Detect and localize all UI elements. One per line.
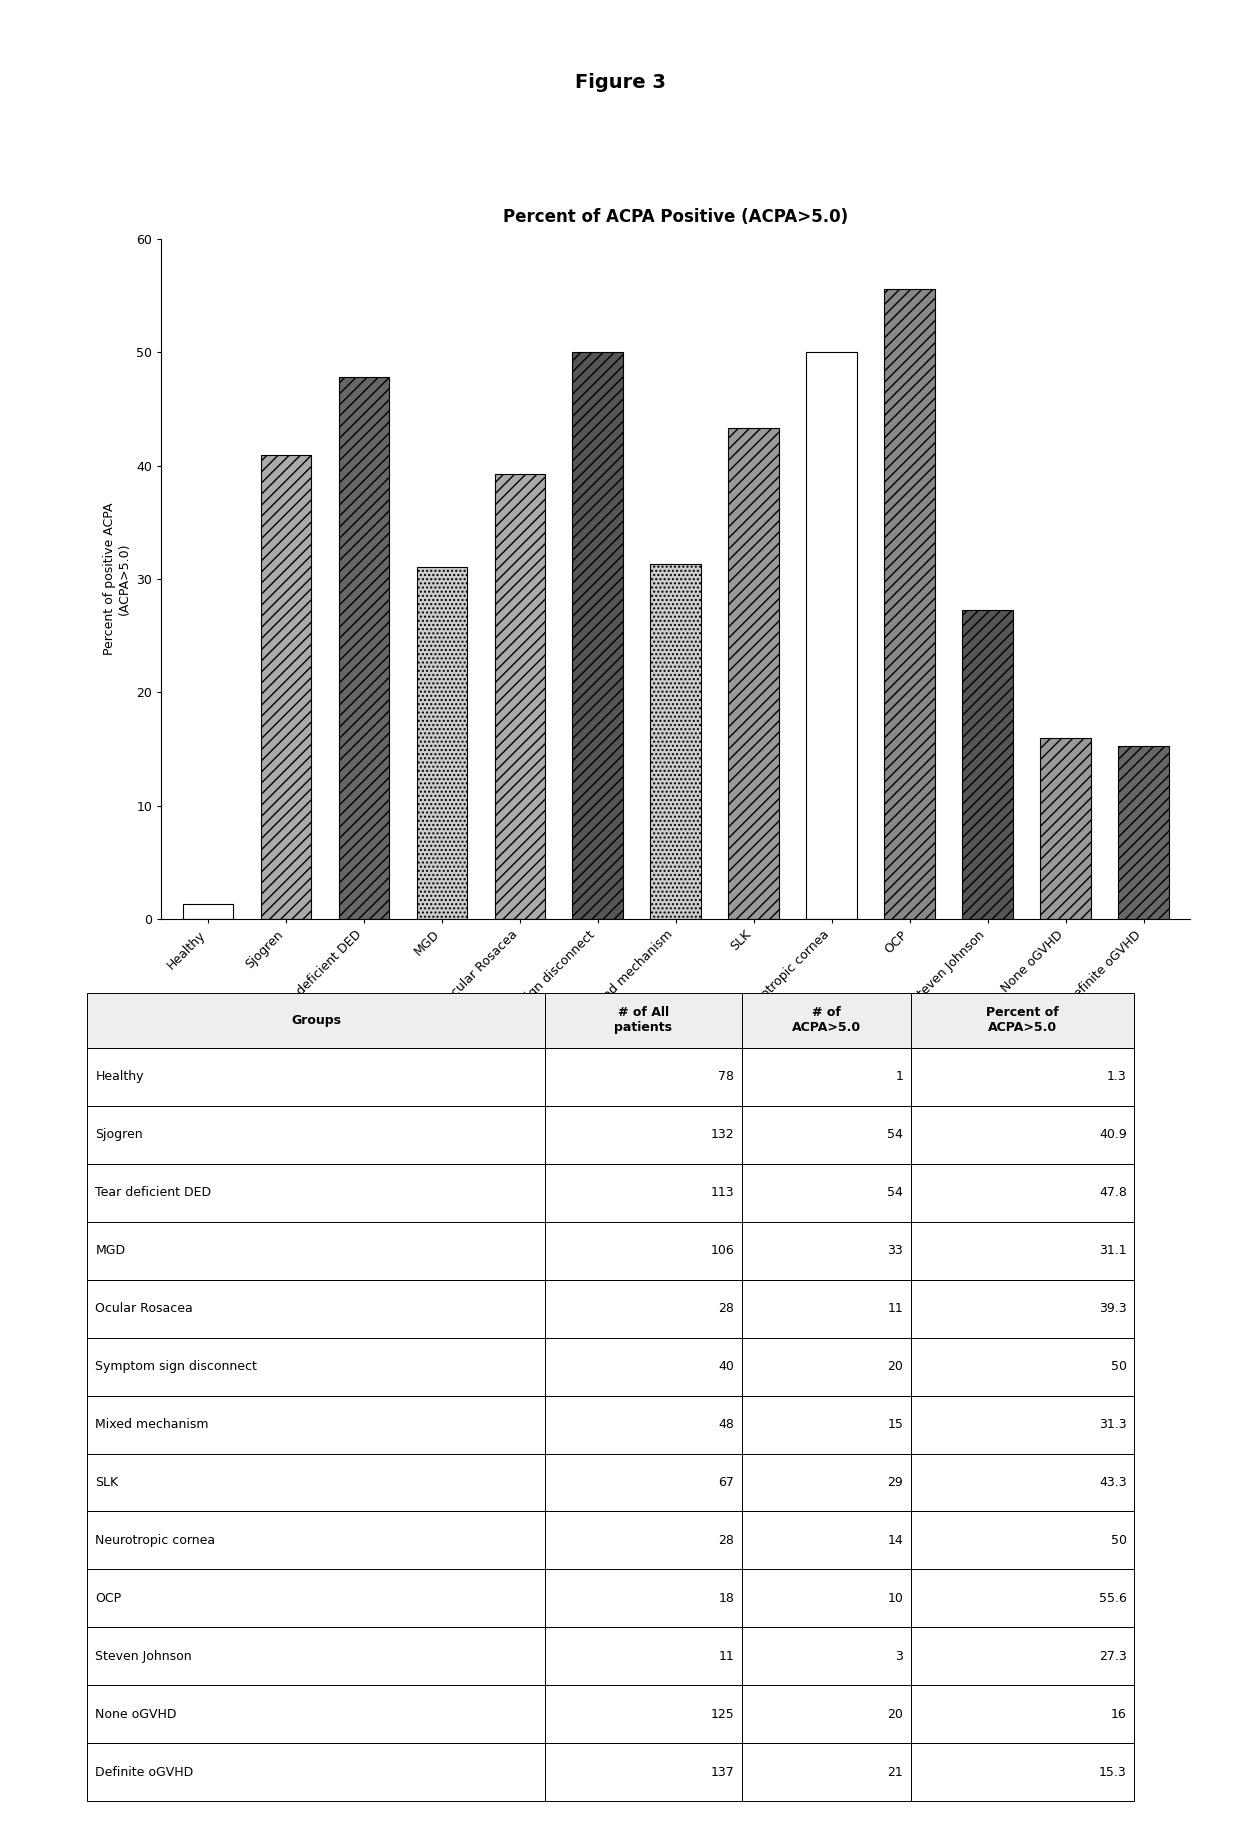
Bar xyxy=(1118,746,1169,919)
Text: Definite oGVHD: Definite oGVHD xyxy=(95,1766,193,1779)
Title: Percent of ACPA Positive (ACPA>5.0): Percent of ACPA Positive (ACPA>5.0) xyxy=(503,208,848,226)
Text: Steven Johnson: Steven Johnson xyxy=(95,1651,192,1663)
Bar xyxy=(884,289,935,919)
Text: 55.6: 55.6 xyxy=(1099,1592,1127,1605)
Bar xyxy=(495,474,546,919)
Text: 33: 33 xyxy=(888,1244,903,1257)
Text: 10: 10 xyxy=(888,1592,903,1605)
Text: Mixed mechanism: Mixed mechanism xyxy=(95,1419,210,1432)
Text: 29: 29 xyxy=(888,1476,903,1489)
Text: 78: 78 xyxy=(718,1070,734,1083)
Text: 40.9: 40.9 xyxy=(1099,1129,1127,1141)
Text: 31.1: 31.1 xyxy=(1100,1244,1127,1257)
Text: 43.3: 43.3 xyxy=(1100,1476,1127,1489)
Text: # of All
patients: # of All patients xyxy=(614,1005,672,1035)
Text: 47.8: 47.8 xyxy=(1099,1186,1127,1198)
Bar xyxy=(573,353,624,919)
Bar xyxy=(1040,737,1091,919)
Bar xyxy=(417,566,467,919)
Text: 31.3: 31.3 xyxy=(1100,1419,1127,1432)
Text: 16: 16 xyxy=(1111,1708,1127,1720)
Text: 40: 40 xyxy=(718,1360,734,1373)
Text: 21: 21 xyxy=(888,1766,903,1779)
Text: 125: 125 xyxy=(711,1708,734,1720)
Text: 50: 50 xyxy=(1111,1360,1127,1373)
Text: 20: 20 xyxy=(888,1708,903,1720)
Text: Sjogren: Sjogren xyxy=(95,1129,143,1141)
Text: Groups: Groups xyxy=(291,1015,341,1027)
Text: # of
ACPA>5.0: # of ACPA>5.0 xyxy=(791,1005,861,1035)
Text: 67: 67 xyxy=(718,1476,734,1489)
Text: Healthy: Healthy xyxy=(95,1070,144,1083)
Y-axis label: Percent of positive ACPA
(ACPA>5.0): Percent of positive ACPA (ACPA>5.0) xyxy=(103,504,130,654)
Text: SLK: SLK xyxy=(95,1476,119,1489)
Text: 15.3: 15.3 xyxy=(1099,1766,1127,1779)
Text: Tear deficient DED: Tear deficient DED xyxy=(95,1186,212,1198)
Bar xyxy=(806,353,857,919)
Text: 137: 137 xyxy=(711,1766,734,1779)
Text: 54: 54 xyxy=(888,1129,903,1141)
Text: 39.3: 39.3 xyxy=(1100,1301,1127,1316)
Text: None oGVHD: None oGVHD xyxy=(95,1708,177,1720)
Text: 132: 132 xyxy=(711,1129,734,1141)
Text: 48: 48 xyxy=(718,1419,734,1432)
Text: 1: 1 xyxy=(895,1070,903,1083)
Text: 18: 18 xyxy=(718,1592,734,1605)
Text: 50: 50 xyxy=(1111,1535,1127,1548)
Text: 54: 54 xyxy=(888,1186,903,1198)
Text: 1.3: 1.3 xyxy=(1107,1070,1127,1083)
Text: Symptom sign disconnect: Symptom sign disconnect xyxy=(95,1360,258,1373)
Text: 20: 20 xyxy=(888,1360,903,1373)
Bar xyxy=(728,428,779,919)
Bar xyxy=(260,456,311,919)
Text: Neurotropic cornea: Neurotropic cornea xyxy=(95,1535,216,1548)
Bar xyxy=(339,377,389,919)
Bar xyxy=(962,610,1013,919)
Bar xyxy=(182,904,233,919)
Text: 28: 28 xyxy=(718,1535,734,1548)
Text: 3: 3 xyxy=(895,1651,903,1663)
Bar xyxy=(651,564,701,919)
Text: Ocular Rosacea: Ocular Rosacea xyxy=(95,1301,193,1316)
Text: Percent of
ACPA>5.0: Percent of ACPA>5.0 xyxy=(986,1005,1059,1035)
Text: 14: 14 xyxy=(888,1535,903,1548)
Text: 15: 15 xyxy=(888,1419,903,1432)
Text: OCP: OCP xyxy=(95,1592,122,1605)
Text: 11: 11 xyxy=(718,1651,734,1663)
Text: 28: 28 xyxy=(718,1301,734,1316)
Text: 106: 106 xyxy=(711,1244,734,1257)
Text: Figure 3: Figure 3 xyxy=(574,74,666,92)
Text: 11: 11 xyxy=(888,1301,903,1316)
Text: 113: 113 xyxy=(711,1186,734,1198)
Text: MGD: MGD xyxy=(95,1244,125,1257)
Text: 27.3: 27.3 xyxy=(1099,1651,1127,1663)
